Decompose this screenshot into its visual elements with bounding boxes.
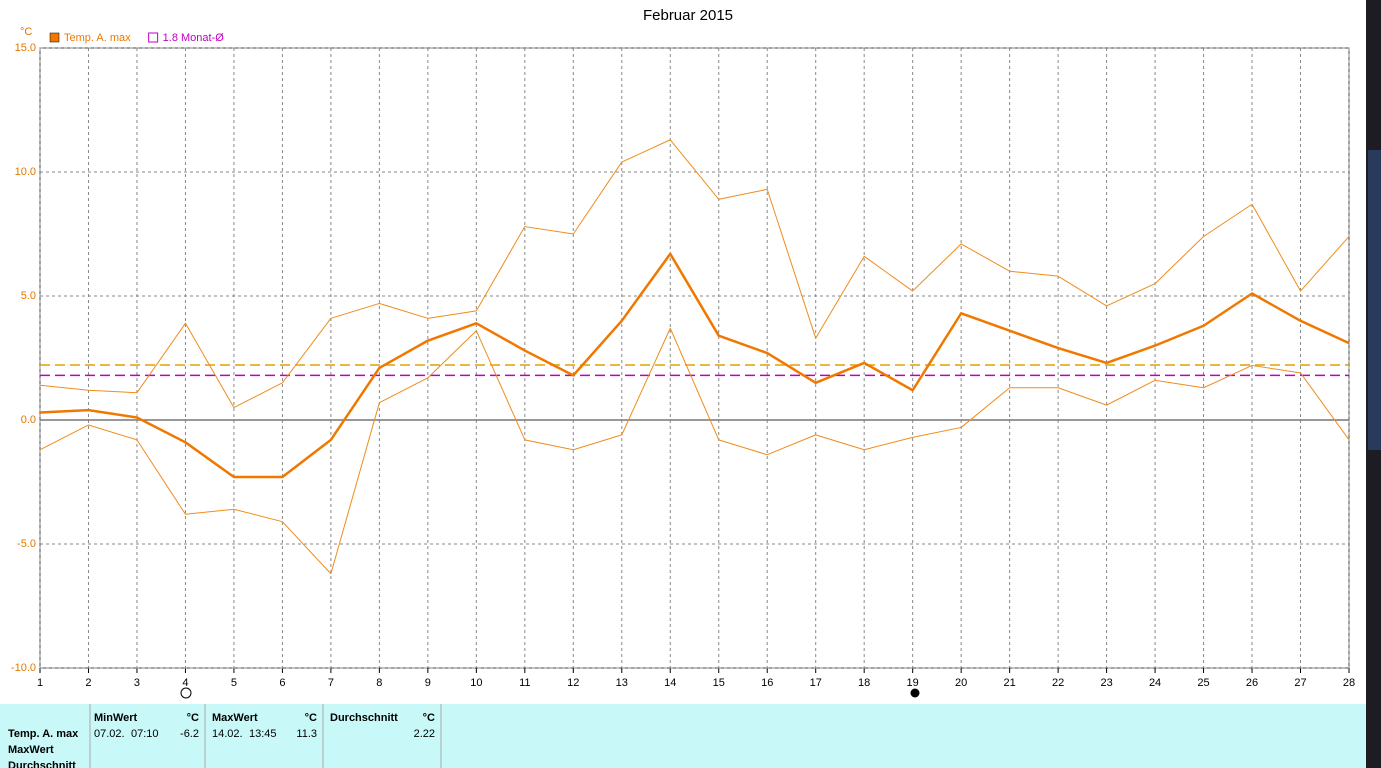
col-header: Durchschnitt <box>330 712 398 724</box>
y-tick-label: -10.0 <box>11 662 36 674</box>
stats-panel <box>0 704 1366 768</box>
y-tick-label: 10.0 <box>15 166 36 178</box>
x-tick-label: 19 <box>907 677 919 689</box>
cell-time: 07:10 <box>131 728 159 740</box>
y-tick-label: 15.0 <box>15 42 36 54</box>
col-unit: °C <box>423 712 435 724</box>
legend: Temp. A. max 1.8 Monat-Ø <box>49 32 225 44</box>
col-header: MinWert <box>94 712 138 724</box>
row-label: Durchschnitt <box>8 760 76 768</box>
cell-time: 13:45 <box>249 728 277 740</box>
cell-value: -6.2 <box>180 728 199 740</box>
x-tick-label: 5 <box>231 677 237 689</box>
x-tick-label: 15 <box>713 677 725 689</box>
x-tick-label: 10 <box>470 677 482 689</box>
x-tick-label: 2 <box>85 677 91 689</box>
cell-date: 14.02. <box>212 728 243 740</box>
x-tick-label: 11 <box>519 677 530 689</box>
chart-title: Februar 2015 <box>643 7 733 24</box>
cell-value: 11.3 <box>296 728 317 740</box>
window-edge-glow <box>1368 150 1381 450</box>
x-tick-label: 7 <box>328 677 334 689</box>
col-unit: °C <box>187 712 199 724</box>
x-tick-label: 27 <box>1294 677 1306 689</box>
cell-date: 07.02. <box>94 728 125 740</box>
x-tick-label: 1 <box>37 677 43 689</box>
legend-swatch <box>49 32 60 43</box>
x-tick-label: 28 <box>1343 677 1355 689</box>
x-tick-label: 3 <box>134 677 140 689</box>
col-unit: °C <box>305 712 317 724</box>
y-tick-label: 5.0 <box>21 290 36 302</box>
y-tick-label: 0.0 <box>21 414 36 426</box>
x-tick-label: 24 <box>1149 677 1161 689</box>
x-tick-label: 22 <box>1052 677 1064 689</box>
row-label: MaxWert <box>8 744 54 756</box>
x-tick-label: 23 <box>1100 677 1112 689</box>
x-tick-label: 17 <box>810 677 822 689</box>
legend-swatch <box>148 32 159 43</box>
x-tick-label: 14 <box>664 677 676 689</box>
col-header: MaxWert <box>212 712 258 724</box>
y-tick-label: -5.0 <box>17 538 36 550</box>
x-tick-label: 26 <box>1246 677 1258 689</box>
plot: 1 2 3 4 5 6 7 8 9 10 11 12 13 14 15 16 17 18 19 20 21 22 23 24 2… <box>11 42 1355 689</box>
x-tick-label: 4 <box>182 677 188 689</box>
cell-value: 2.22 <box>414 728 435 740</box>
x-tick-label: 21 <box>1004 677 1016 689</box>
x-tick-label: 25 <box>1197 677 1209 689</box>
series-line <box>39 327 1350 575</box>
series-line <box>39 252 1350 479</box>
legend-label: 1.8 Monat-Ø <box>163 32 225 44</box>
x-tick-label: 12 <box>567 677 579 689</box>
x-tick-label: 13 <box>616 677 628 689</box>
x-tick-label: 8 <box>376 677 382 689</box>
x-tick-label: 6 <box>279 677 285 689</box>
moon-marker <box>910 688 920 698</box>
series-line <box>39 139 1350 409</box>
legend-label: Temp. A. max <box>64 32 131 44</box>
moon-marker <box>180 687 192 699</box>
x-tick-label: 18 <box>858 677 870 689</box>
y-unit: °C <box>20 26 32 38</box>
x-tick-label: 16 <box>761 677 773 689</box>
x-tick-label: 9 <box>425 677 431 689</box>
row-label: Temp. A. max <box>8 728 79 740</box>
x-tick-label: 20 <box>955 677 967 689</box>
